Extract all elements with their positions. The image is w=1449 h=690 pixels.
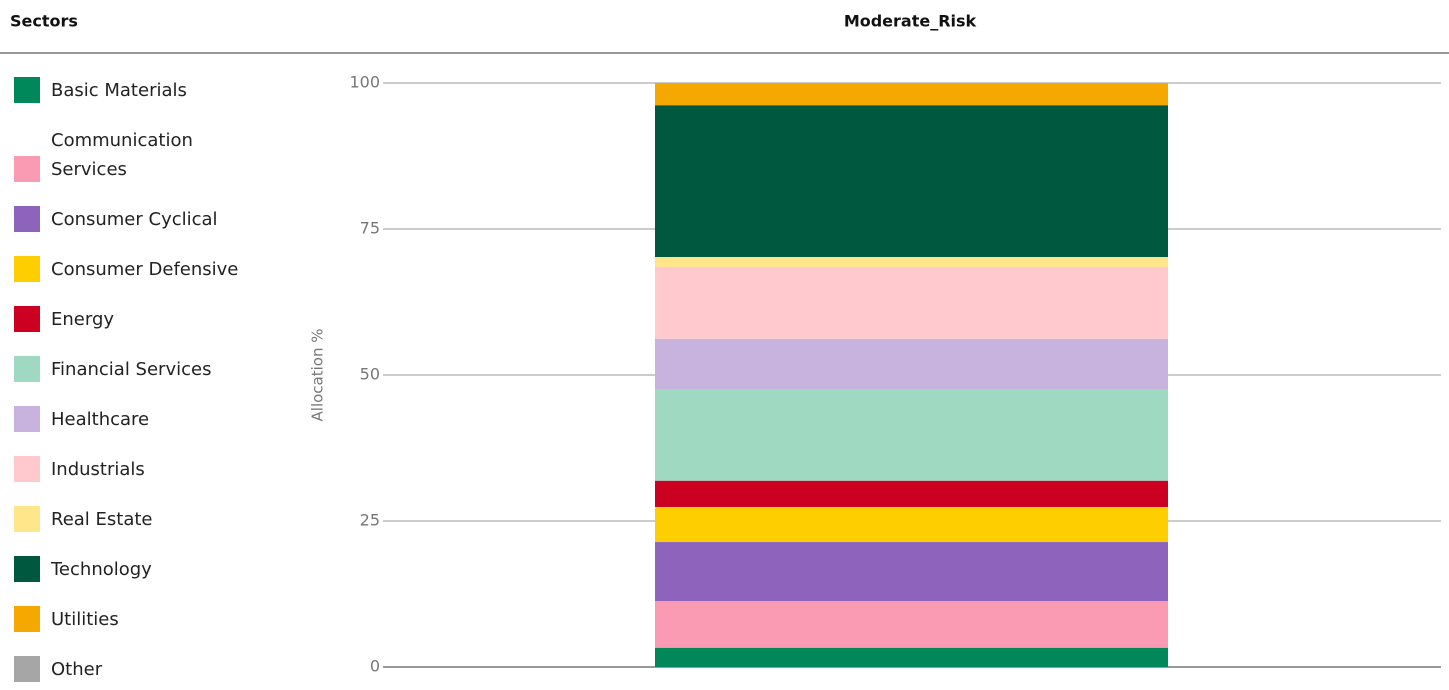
category-title: Moderate_Risk <box>844 12 977 31</box>
bar-segment <box>655 506 1168 543</box>
legend-swatch <box>14 406 40 432</box>
legend-label: Consumer Defensive <box>51 259 239 280</box>
y-tick-label: 50 <box>360 365 380 384</box>
legend: Basic Materials Communication Services Con… <box>14 76 266 684</box>
legend-swatch <box>14 506 40 532</box>
bar-segment <box>655 257 1168 267</box>
legend-item: Industrials <box>14 455 266 484</box>
legend-swatch <box>14 606 40 632</box>
legend-item: Communication Services <box>14 126 266 184</box>
bar-segment <box>655 542 1168 602</box>
legend-item: Healthcare <box>14 405 266 434</box>
legend-swatch <box>14 456 40 482</box>
legend-swatch <box>14 656 40 682</box>
bar-segment <box>655 601 1168 648</box>
legend-label: Healthcare <box>51 409 150 430</box>
legend-swatch <box>14 306 40 332</box>
bar-segment <box>655 266 1168 339</box>
legend-label: Technology <box>51 559 152 580</box>
y-tick-label: 100 <box>349 73 380 92</box>
bar-segment <box>655 83 1168 106</box>
legend-item: Utilities <box>14 605 266 634</box>
legend-label: Energy <box>51 309 115 330</box>
bar-segment <box>655 338 1168 390</box>
legend-item: Consumer Cyclical <box>14 205 266 234</box>
legend-item: Financial Services <box>14 355 266 384</box>
legend-item: Consumer Defensive <box>14 255 266 284</box>
bar-segment <box>655 480 1168 507</box>
y-tick-label: 25 <box>360 511 380 530</box>
legend-swatch <box>14 556 40 582</box>
bar-segment <box>655 389 1168 481</box>
legend-item: Energy <box>14 305 266 334</box>
legend-label: Industrials <box>51 459 145 480</box>
y-tick-label: 0 <box>370 657 380 676</box>
legend-label: Consumer Cyclical <box>51 209 218 230</box>
bar-segment <box>655 647 1168 667</box>
legend-item: Real Estate <box>14 505 266 534</box>
legend-label: Real Estate <box>51 509 153 530</box>
legend-label: Other <box>51 659 103 680</box>
legend-swatch <box>14 356 40 382</box>
y-tick-label: 75 <box>360 219 380 238</box>
bar-segment <box>655 105 1168 258</box>
legend-label: Basic Materials <box>51 80 187 101</box>
legend-label: Communication Services <box>51 130 193 180</box>
legend-label: Financial Services <box>51 359 212 380</box>
legend-swatch <box>14 256 40 282</box>
legend-title: Sectors <box>10 12 78 31</box>
legend-item: Other <box>14 655 266 684</box>
legend-item: Basic Materials <box>14 76 266 105</box>
legend-swatch <box>14 156 40 182</box>
legend-label: Utilities <box>51 609 119 630</box>
legend-item: Technology <box>14 555 266 584</box>
legend-swatch <box>14 77 40 103</box>
y-axis-label: Allocation % <box>309 329 327 422</box>
legend-swatch <box>14 206 40 232</box>
